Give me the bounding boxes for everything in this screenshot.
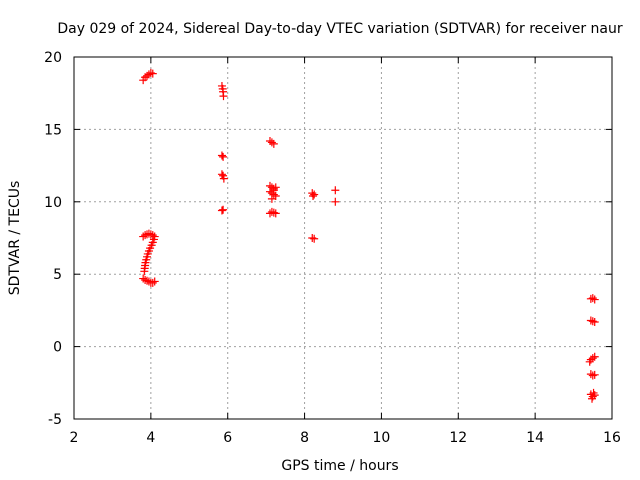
data-point — [590, 370, 599, 379]
x-tick-label: 4 — [146, 430, 155, 446]
y-axis-ticks: -5 0 5 10 15 20 — [44, 50, 612, 428]
data-point — [146, 68, 155, 77]
y-axis-label: SDTVAR / TECUs — [7, 181, 23, 296]
data-point — [219, 92, 228, 101]
y-tick-label: -5 — [48, 412, 62, 428]
plot-frame — [73, 56, 613, 420]
data-point — [141, 275, 150, 284]
x-tick-label: 10 — [373, 430, 391, 446]
data-point — [143, 276, 152, 285]
data-point — [269, 139, 278, 148]
data-point — [310, 190, 319, 199]
data-point — [588, 371, 597, 380]
x-axis-label: GPS time / hours — [281, 458, 398, 474]
data-point — [219, 205, 228, 214]
data-point — [585, 357, 594, 366]
data-point — [217, 206, 226, 215]
x-tick-label: 6 — [223, 430, 232, 446]
x-tick-label: 14 — [526, 430, 544, 446]
chart-title: Day 029 of 2024, Sidereal Day-to-day VTE… — [57, 21, 623, 37]
data-point — [267, 194, 276, 203]
data-point — [148, 278, 157, 287]
data-point — [331, 197, 340, 206]
x-tick-label: 8 — [300, 430, 309, 446]
data-point — [586, 316, 595, 325]
data-point — [144, 229, 153, 238]
data-point — [150, 277, 159, 286]
y-tick-label: 5 — [53, 267, 62, 283]
data-point — [217, 151, 226, 160]
data-point — [141, 231, 150, 240]
data-point — [590, 295, 599, 304]
data-point — [144, 70, 153, 79]
y-tick-label: 10 — [44, 195, 62, 211]
data-point — [588, 317, 597, 326]
x-axis-ticks: 2 4 6 8 10 12 14 16 — [70, 57, 621, 446]
data-point — [590, 352, 599, 361]
data-point — [269, 208, 278, 217]
y-tick-label: 15 — [44, 122, 62, 138]
data-point — [588, 394, 597, 403]
data-point — [271, 183, 280, 192]
data-point — [589, 388, 598, 397]
data-point — [148, 69, 157, 78]
x-tick-label: 12 — [449, 430, 467, 446]
data-point — [148, 231, 157, 240]
x-tick-label: 2 — [70, 430, 79, 446]
data-point — [586, 294, 595, 303]
data-point — [217, 170, 226, 179]
x-tick-label: 16 — [603, 430, 621, 446]
data-point — [590, 317, 599, 326]
data-point — [219, 152, 228, 161]
data-points — [139, 68, 599, 403]
data-point — [588, 294, 597, 303]
data-point — [140, 267, 149, 276]
data-point — [588, 392, 597, 401]
data-point — [331, 186, 340, 195]
data-point — [308, 234, 317, 242]
data-point — [271, 209, 280, 218]
data-point — [219, 174, 228, 183]
data-point — [267, 207, 276, 216]
data-point — [309, 192, 318, 201]
y-tick-label: 0 — [53, 340, 62, 356]
y-tick-label: 20 — [44, 50, 62, 66]
grid-lines — [74, 57, 612, 419]
data-point — [310, 234, 319, 243]
data-point — [267, 138, 276, 147]
data-point — [586, 370, 595, 379]
